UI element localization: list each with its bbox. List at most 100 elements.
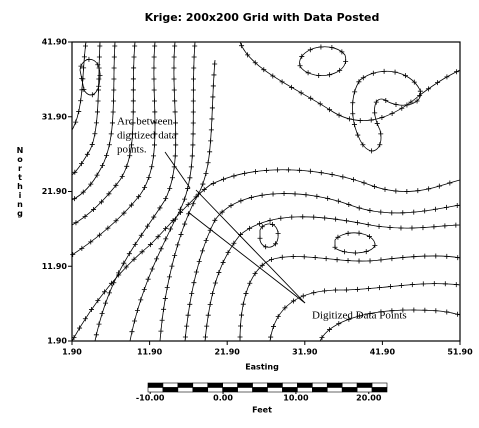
digitized-point xyxy=(73,220,79,226)
digitized-point xyxy=(351,122,357,128)
digitized-point xyxy=(220,176,226,182)
digitized-point xyxy=(263,244,269,250)
digitized-point xyxy=(378,209,384,215)
digitized-point xyxy=(205,160,211,166)
contour-line xyxy=(71,41,116,201)
digitized-point xyxy=(311,214,317,220)
digitized-point xyxy=(228,203,234,209)
digitized-point xyxy=(239,43,245,49)
digitized-point xyxy=(248,194,254,200)
digitized-point xyxy=(411,254,417,260)
digitized-point xyxy=(132,318,138,324)
scale-cell xyxy=(356,387,373,393)
digitized-point xyxy=(171,87,177,93)
digitized-point xyxy=(188,164,194,170)
y-tick-label: 1.90 xyxy=(47,337,67,346)
contour-line xyxy=(352,71,421,152)
digitized-point xyxy=(70,252,76,258)
digitized-point xyxy=(168,226,174,232)
digitized-point xyxy=(104,152,110,158)
digitized-point xyxy=(185,312,191,318)
digitized-point xyxy=(399,105,405,111)
digitized-point xyxy=(355,286,361,292)
digitized-point xyxy=(151,87,157,93)
digitized-point xyxy=(404,102,410,108)
digitized-point xyxy=(400,255,406,261)
digitized-point xyxy=(311,290,317,296)
digitized-point xyxy=(393,101,399,107)
digitized-point xyxy=(142,184,148,190)
digitized-point xyxy=(190,76,196,82)
digitized-point xyxy=(444,74,450,80)
digitized-point xyxy=(207,227,213,233)
digitized-point xyxy=(190,98,196,104)
digitized-point xyxy=(340,174,346,180)
y-label-char: n xyxy=(17,200,23,209)
digitized-point xyxy=(110,109,116,115)
scale-cell xyxy=(341,387,358,393)
digitized-point xyxy=(400,210,406,216)
digitized-point xyxy=(333,216,339,222)
digitized-point xyxy=(191,54,197,60)
digitized-point xyxy=(344,287,350,293)
digitized-point xyxy=(192,43,198,49)
y-label-char: i xyxy=(19,191,22,200)
scale-cell xyxy=(207,387,223,393)
digitized-point xyxy=(161,306,167,312)
contour-line xyxy=(71,41,101,176)
digitized-point xyxy=(103,300,109,306)
digitized-point xyxy=(378,257,384,263)
digitized-point xyxy=(163,236,169,242)
digitized-point xyxy=(119,173,125,179)
digitized-point xyxy=(159,317,165,323)
digitized-point xyxy=(425,86,431,92)
digitized-point xyxy=(376,223,382,229)
digitized-point xyxy=(128,202,134,208)
digitized-point xyxy=(297,63,303,69)
digitized-point xyxy=(106,142,112,148)
y-tick-label: 21.90 xyxy=(42,187,68,196)
digitized-point xyxy=(82,214,88,220)
digitized-point xyxy=(289,84,295,90)
digitized-point xyxy=(111,280,117,286)
digitized-point xyxy=(81,54,87,60)
digitized-point xyxy=(210,94,216,100)
digitized-point xyxy=(81,65,87,71)
digitized-point xyxy=(345,230,351,236)
scale-cell xyxy=(162,382,179,388)
digitized-point xyxy=(422,307,428,313)
digitized-point xyxy=(389,308,395,314)
digitized-point xyxy=(374,121,380,127)
digitized-point xyxy=(131,256,137,262)
digitized-point xyxy=(289,214,295,220)
digitized-point xyxy=(387,284,393,290)
digitized-point xyxy=(296,167,302,173)
digitized-point xyxy=(292,191,298,197)
digitized-point xyxy=(91,207,97,213)
digitized-point xyxy=(129,329,135,335)
digitized-point xyxy=(252,169,258,175)
digitized-point xyxy=(356,313,362,319)
digitized-point xyxy=(162,295,168,301)
digitized-point xyxy=(346,116,352,122)
digitized-point xyxy=(106,191,112,197)
digitized-point xyxy=(131,65,137,71)
digitized-point xyxy=(111,54,117,60)
contour-line xyxy=(94,41,177,342)
contour-line xyxy=(259,223,279,248)
digitized-point xyxy=(196,258,202,264)
digitized-point xyxy=(172,153,178,159)
digitized-point xyxy=(369,148,375,154)
digitized-point xyxy=(157,205,163,211)
annotation: Arc between xyxy=(117,116,173,128)
digitized-point xyxy=(435,80,441,86)
digitized-point xyxy=(189,153,195,159)
digitized-point xyxy=(329,172,335,178)
scale-label: Feet xyxy=(252,406,272,415)
digitized-point xyxy=(336,321,342,327)
digitized-point xyxy=(190,201,196,207)
scale-cell xyxy=(371,382,388,388)
digitized-point xyxy=(152,131,158,137)
digitized-point xyxy=(111,65,117,71)
digitized-point xyxy=(279,254,285,260)
